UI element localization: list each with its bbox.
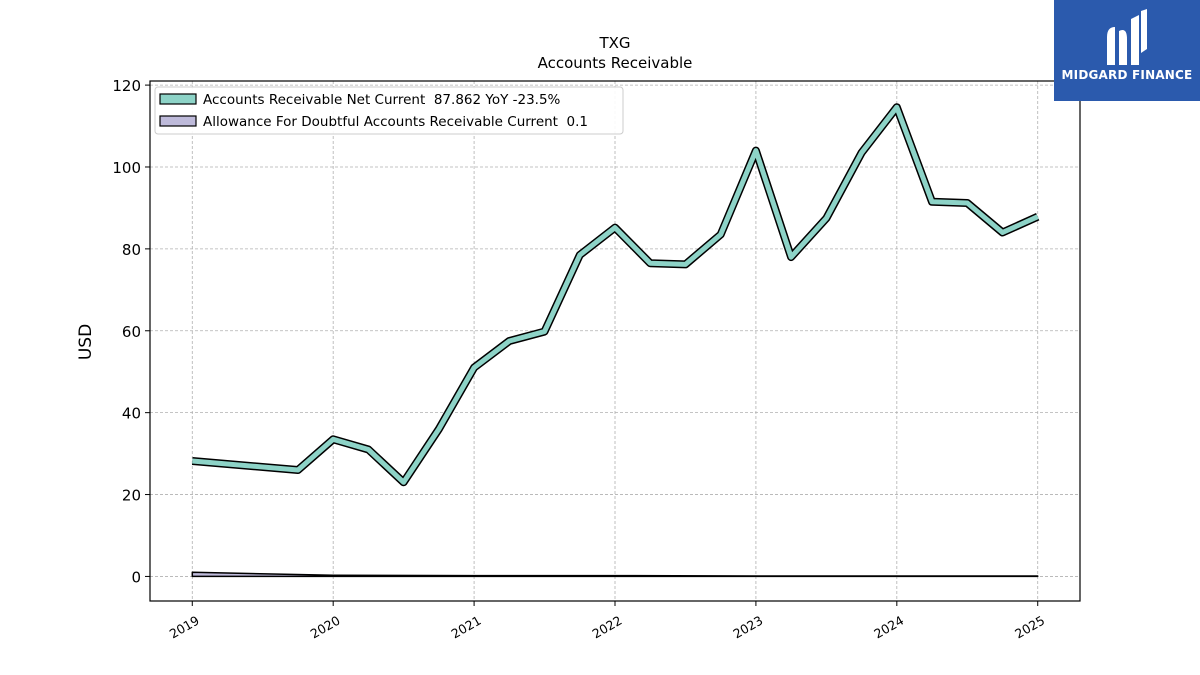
y-tick-label: 80 xyxy=(122,241,141,259)
x-tick-label: 2021 xyxy=(449,613,484,642)
x-tick-label: 2025 xyxy=(1012,613,1047,642)
brand-logo-text: MIDGARD FINANCE xyxy=(1061,68,1193,82)
x-axis-ticks: 2019 2020 2021 2022 2023 2024 2025 xyxy=(167,601,1047,642)
legend-label-series-1: Accounts Receivable Net Current 87.862 Y… xyxy=(203,92,561,108)
legend-label-series-2: Allowance For Doubtful Accounts Receivab… xyxy=(203,114,588,130)
series-1-line xyxy=(192,104,1039,485)
chart-title: TXG xyxy=(598,34,630,52)
y-tick-label: 20 xyxy=(122,487,141,505)
legend-box xyxy=(154,86,624,135)
brand-logo: MIDGARD FINANCE xyxy=(1054,0,1200,101)
chart-subtitle: Accounts Receivable xyxy=(538,54,693,72)
series-fills xyxy=(191,571,1039,578)
legend: Accounts Receivable Net Current 87.862 Y… xyxy=(154,86,624,135)
x-tick-label: 2019 xyxy=(167,613,202,642)
series-lines xyxy=(191,103,1040,487)
brand-logo-icon xyxy=(1107,9,1147,65)
y-tick-label: 60 xyxy=(122,323,141,341)
y-tick-label: 40 xyxy=(122,405,141,423)
y-tick-label: 0 xyxy=(131,568,141,586)
x-tick-label: 2022 xyxy=(589,613,624,642)
legend-swatch-series-2 xyxy=(159,115,197,127)
legend-swatch-series-1 xyxy=(159,93,197,105)
series-2-area xyxy=(191,571,1039,578)
y-axis-ticks: 0 20 40 60 80 100 120 xyxy=(112,77,150,586)
grid xyxy=(150,81,1080,601)
y-tick-label: 120 xyxy=(112,77,141,95)
x-tick-label: 2023 xyxy=(730,613,765,642)
x-tick-label: 2024 xyxy=(871,613,906,642)
x-tick-label: 2020 xyxy=(308,613,343,642)
y-axis-label: USD xyxy=(76,324,96,360)
y-tick-label: 100 xyxy=(112,159,141,177)
